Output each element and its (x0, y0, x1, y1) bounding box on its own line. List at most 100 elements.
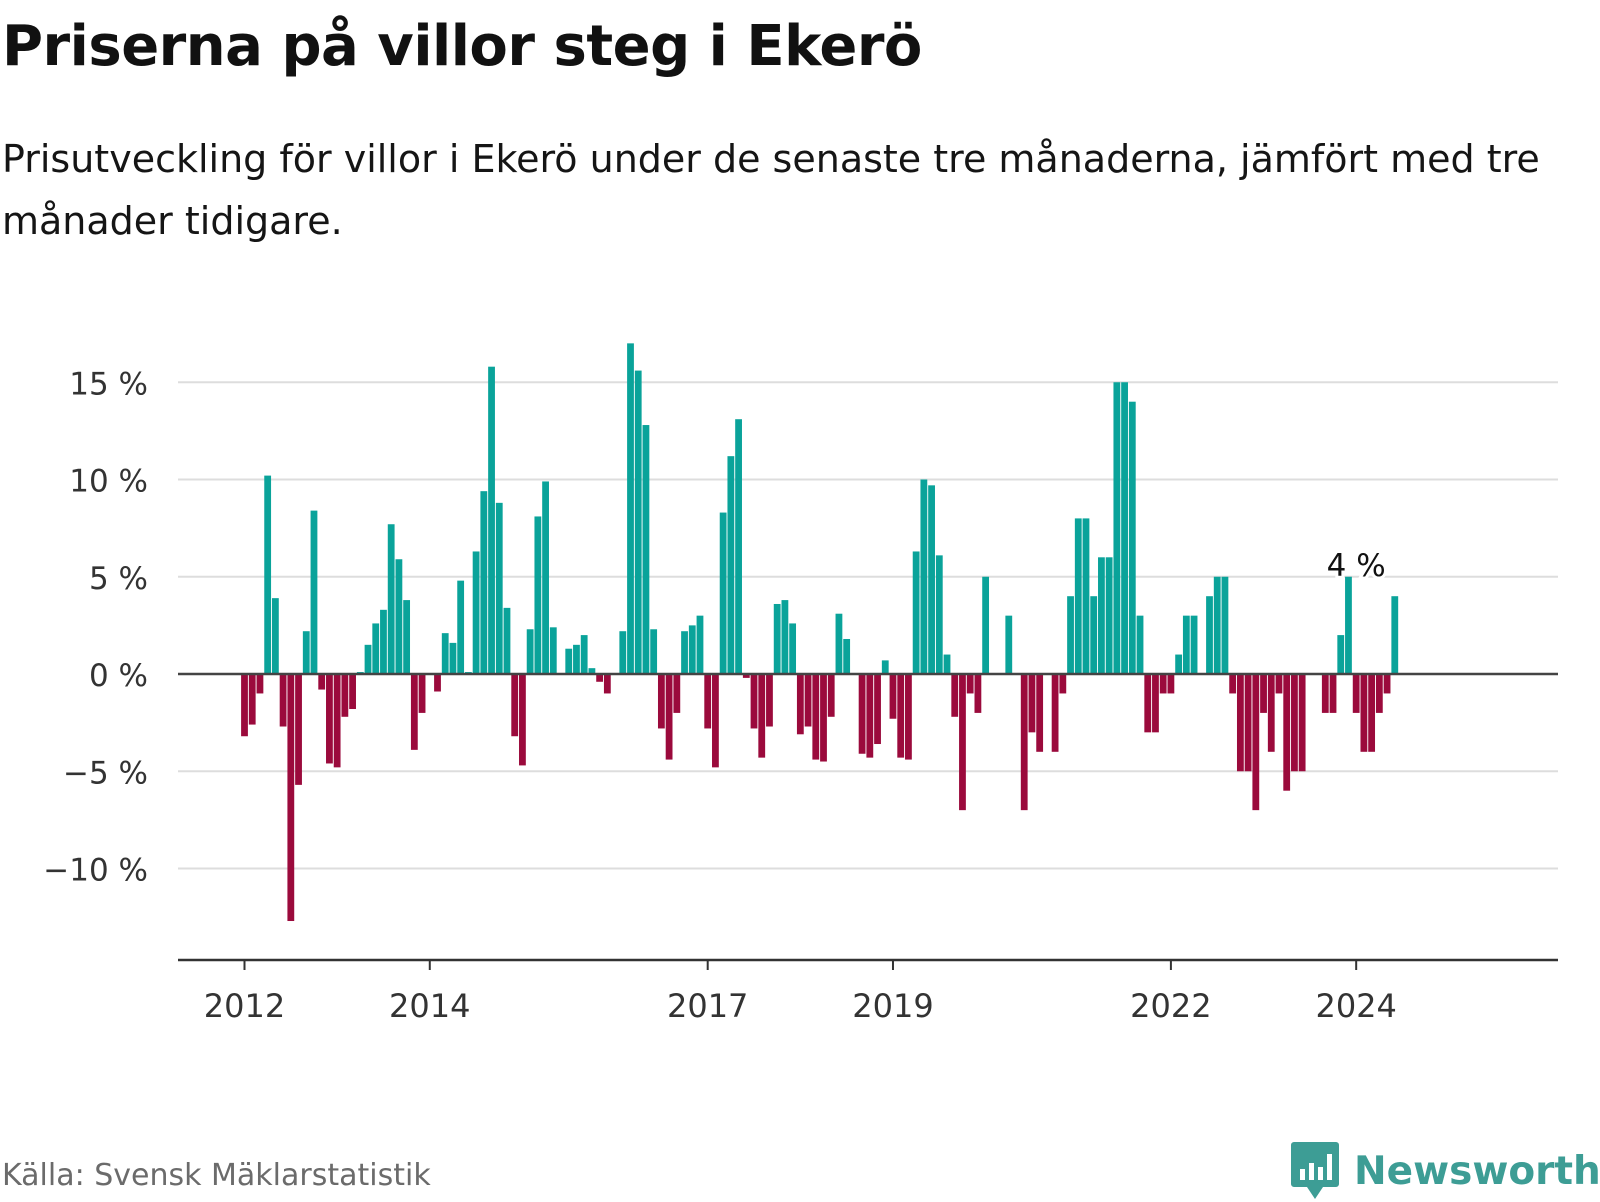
bar (271, 598, 279, 674)
bar (766, 674, 773, 727)
y-axis-labels: −10 % −5 % 0 % 5 % 10 % 15 % (43, 366, 148, 888)
bar (1221, 576, 1229, 674)
source-note: Källa: Svensk Mäklarstatistik (2, 1158, 431, 1193)
bar (596, 674, 604, 682)
bar (1244, 674, 1252, 772)
bar (905, 674, 912, 760)
bar (1352, 674, 1360, 713)
bar (781, 600, 789, 674)
bar (1090, 596, 1098, 674)
bar (326, 674, 333, 764)
bar (310, 510, 318, 674)
bar (1229, 674, 1237, 694)
x-axis-labels: 2012 2014 2017 2019 2022 2024 (204, 987, 1397, 1020)
bar (750, 674, 758, 729)
bar (441, 633, 449, 674)
bars (241, 343, 1399, 922)
bar (796, 674, 804, 735)
bar (827, 674, 835, 717)
bar (943, 654, 951, 674)
bar (1028, 674, 1036, 733)
bar (712, 674, 719, 768)
bar (881, 660, 889, 674)
bar (434, 674, 441, 692)
bar (627, 343, 634, 674)
bar (1337, 635, 1345, 674)
bar (935, 555, 943, 674)
brand-name: Newsworthy (1354, 1148, 1600, 1194)
bar (1159, 674, 1167, 694)
bar (1329, 674, 1337, 713)
bar (974, 674, 982, 713)
x-tick-label: 2014 (389, 987, 470, 1020)
bar (1298, 674, 1306, 772)
bar (912, 551, 920, 674)
bar (403, 600, 411, 674)
bar (410, 674, 418, 750)
bar (318, 674, 326, 690)
bar (1128, 401, 1136, 674)
bar (1275, 674, 1283, 694)
x-tick-label: 2019 (852, 987, 933, 1020)
y-tick-label: 10 % (69, 464, 148, 500)
bar (665, 674, 673, 760)
bar (380, 609, 387, 674)
bar-chart: −10 % −5 % 0 % 5 % 10 % 15 % 2012 2014 2017 2019… (43, 343, 1558, 1020)
bar (1213, 576, 1221, 674)
y-tick-label: 0 % (89, 658, 148, 694)
bar (565, 648, 573, 674)
bar (1383, 674, 1391, 694)
y-tick-label: 5 % (89, 561, 148, 597)
bar (874, 674, 881, 745)
bar (603, 674, 611, 694)
annotation-label: 4 % (1327, 548, 1386, 584)
bar (1321, 674, 1329, 713)
brand-logo[interactable]: Newsworthy (1290, 1140, 1600, 1202)
bar (1360, 674, 1368, 752)
bar (248, 674, 256, 725)
y-tick-label: −10 % (43, 853, 148, 889)
bar (804, 674, 812, 727)
bar (1105, 557, 1113, 674)
x-tick-label: 2022 (1130, 987, 1211, 1020)
bar (480, 491, 488, 674)
bar (302, 631, 310, 674)
bar (897, 674, 905, 758)
chart-title: Priserna på villor steg i Ekerö (2, 14, 922, 79)
y-tick-label: −5 % (63, 755, 148, 791)
bar (503, 607, 511, 674)
bar (773, 603, 781, 674)
bar (1082, 518, 1090, 674)
bar (673, 674, 681, 713)
bar (372, 623, 380, 674)
bar (866, 674, 874, 758)
bar (982, 576, 990, 674)
bar (820, 674, 827, 762)
bar (789, 623, 797, 674)
bar (1190, 615, 1198, 674)
x-tick-label: 2024 (1315, 987, 1396, 1020)
bar (858, 674, 866, 754)
bar (588, 668, 596, 674)
bar (341, 674, 349, 717)
bar (495, 502, 503, 674)
bar (241, 674, 248, 737)
bar (1144, 674, 1152, 733)
bar (1059, 674, 1067, 694)
bar (1375, 674, 1383, 713)
bar (279, 674, 287, 727)
bar (1074, 518, 1082, 674)
x-tick-label: 2012 (204, 987, 285, 1020)
x-tick-label: 2017 (667, 987, 748, 1020)
bar (642, 425, 650, 674)
bar (534, 516, 542, 674)
bar (580, 635, 588, 674)
bar (449, 642, 457, 674)
bar (256, 674, 264, 694)
bar (1368, 674, 1376, 752)
bar (1391, 596, 1399, 674)
bar (1291, 674, 1298, 772)
bar (835, 613, 843, 674)
bar (634, 370, 642, 674)
bar (1252, 674, 1260, 811)
